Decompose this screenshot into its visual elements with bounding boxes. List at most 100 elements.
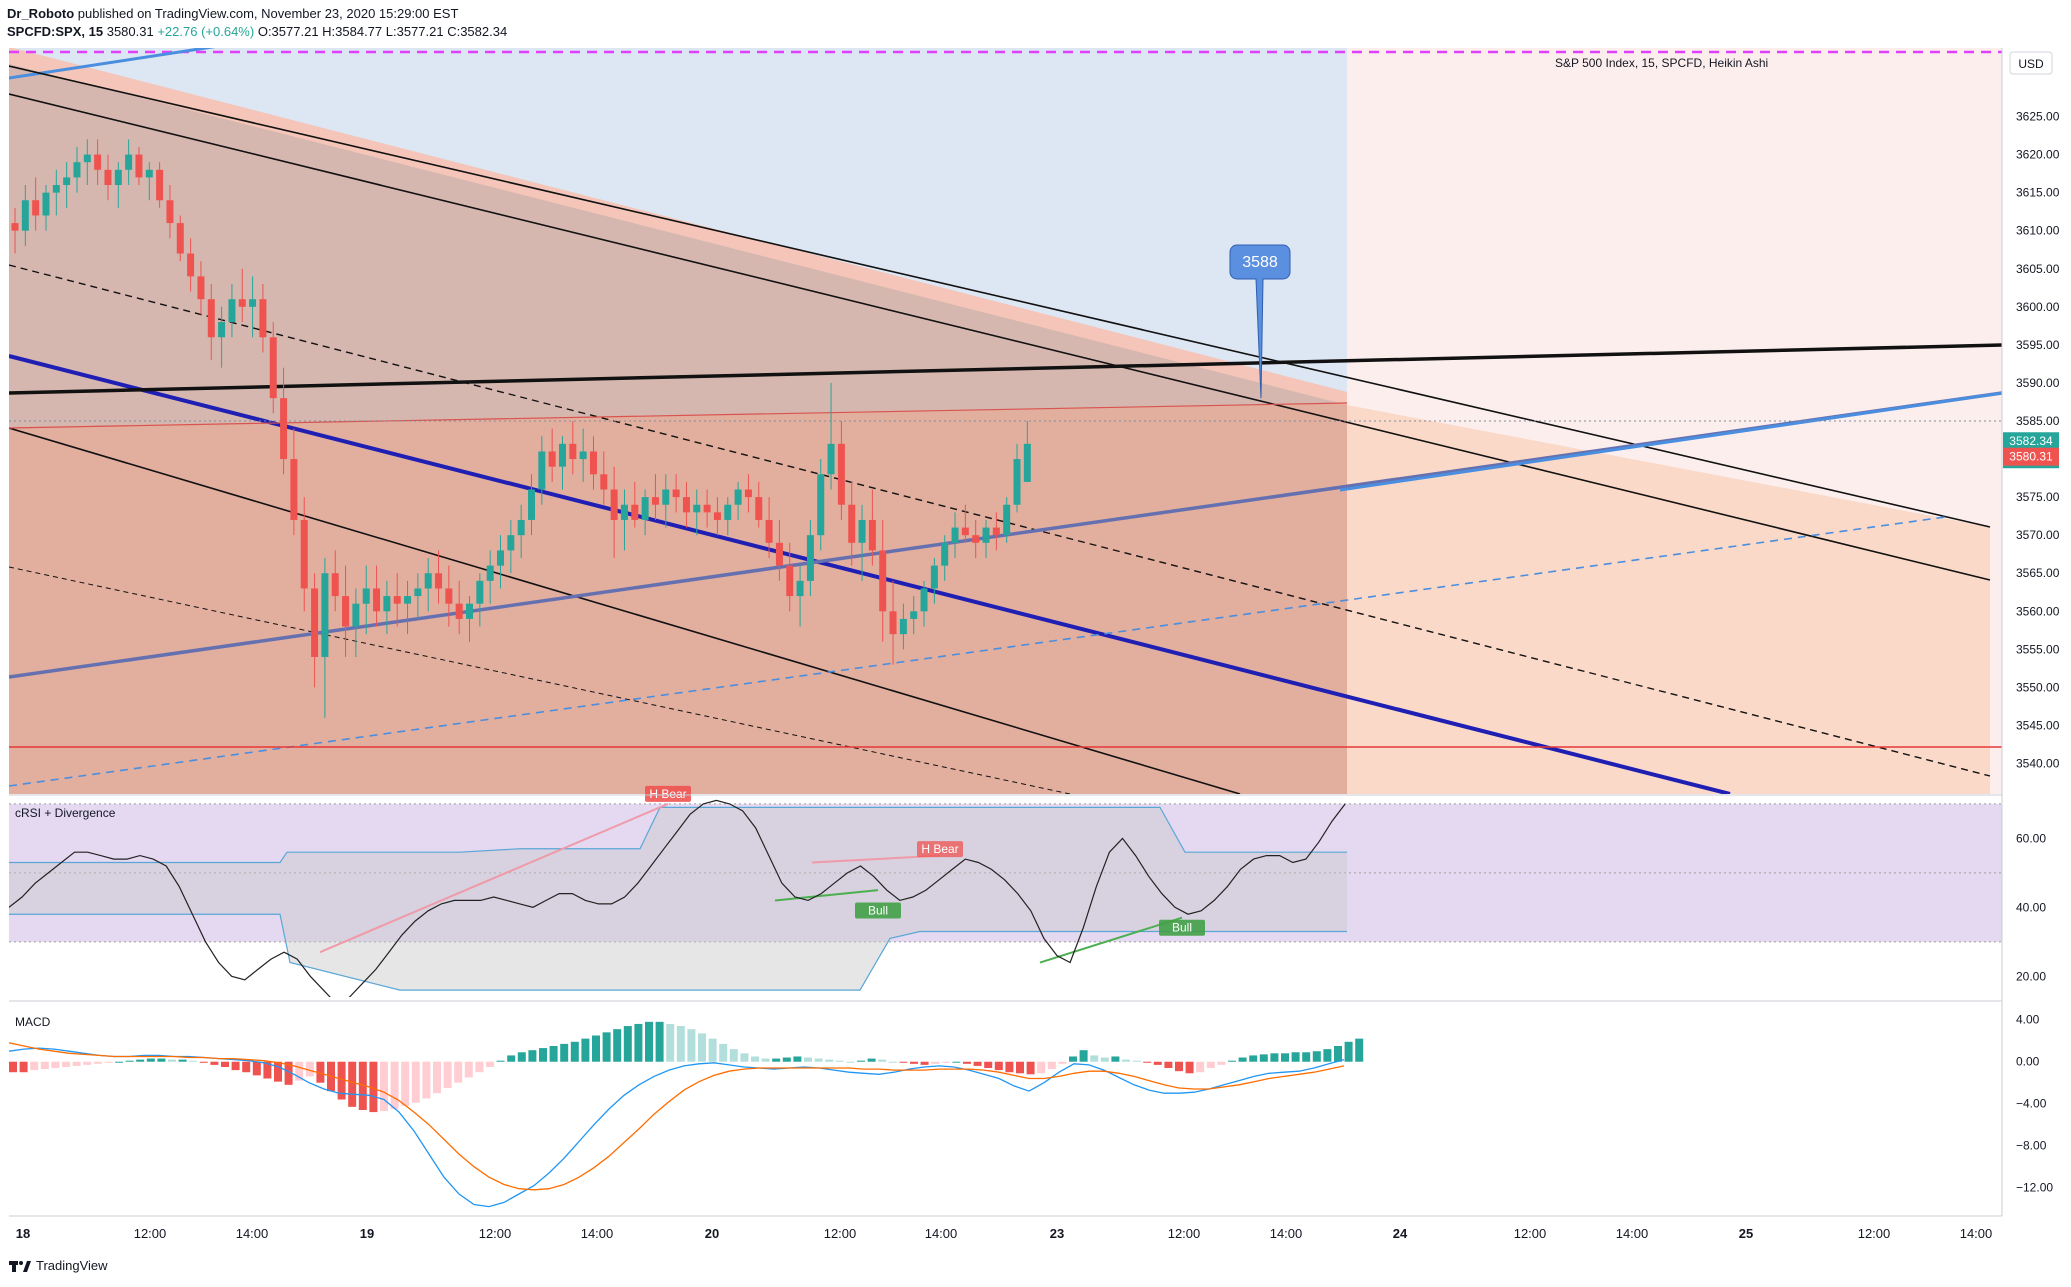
macd-histogram-bar [1100, 1057, 1109, 1062]
candle-body [63, 177, 71, 186]
range-top-red [9, 402, 1348, 429]
divergence-badge [917, 841, 963, 858]
macd-histogram-bar [645, 1021, 653, 1062]
crsi-axis: H Bear H Bear Bull Bull 20.00 40.00 60.00 [645, 785, 2046, 983]
currency-box[interactable] [2009, 51, 2053, 75]
candle-body [156, 169, 164, 201]
macd-histogram-bar [443, 1061, 452, 1088]
candle-body [404, 596, 412, 604]
channel-bottom-line [9, 427, 1241, 794]
crsi-envelope-upper [9, 806, 1347, 864]
macd-histogram-bar [83, 1061, 92, 1065]
price-axis[interactable]: 3540.00 3545.00 3550.00 3555.00 3560.00 3565.… [2003, 110, 2060, 771]
candle-body [899, 618, 907, 635]
time-tick-label: 12:00 [1514, 1226, 1547, 1241]
price-tick-label: 3555.00 [2016, 642, 2060, 656]
macd-histogram-bar [231, 1061, 240, 1071]
candle-body [941, 542, 949, 566]
candle-body [528, 489, 535, 520]
macd-histogram-bar [1164, 1061, 1173, 1069]
macd-histogram-bar [560, 1043, 569, 1062]
candle-body [373, 588, 381, 612]
candle-body [435, 573, 443, 589]
macd-histogram-bar [274, 1061, 282, 1082]
currency-label: USD [2018, 57, 2044, 71]
footer-brand[interactable]: TradingView [9, 1258, 108, 1273]
upper-trend-blue [9, 48, 216, 80]
macd-histogram-bar [9, 1061, 17, 1073]
macd-histogram-bar [570, 1041, 579, 1062]
annotation-callout [1229, 244, 1291, 399]
candle-body [1003, 504, 1011, 536]
macd-tick-label: −4.00 [2016, 1097, 2047, 1111]
candle-body [207, 299, 215, 338]
crsi-tick-label: 20.00 [2016, 969, 2046, 983]
macd-histogram-bar [19, 1061, 28, 1073]
time-tick-label: 25 [1739, 1226, 1753, 1241]
macd-pane [9, 1021, 1364, 1208]
candle-body [796, 580, 804, 597]
candle-body [879, 550, 887, 612]
candle-body [662, 489, 670, 505]
candle-body [125, 154, 133, 170]
candle-body [466, 603, 474, 619]
macd-histogram-bar [422, 1061, 431, 1099]
macd-histogram-bar [941, 1061, 950, 1063]
candle-body [858, 519, 866, 543]
macd-histogram-bar [719, 1043, 728, 1062]
candle-body [362, 588, 370, 604]
divergence-badge [645, 785, 691, 802]
time-axis[interactable]: 18 12:00 14:00 19 12:00 14:00 20 12:00 14:00 23 12… [16, 1226, 1993, 1241]
candle-body [755, 497, 763, 520]
price-tick-label: 3590.00 [2016, 376, 2060, 390]
macd-histogram-bar [729, 1049, 738, 1062]
macd-histogram-bar [1196, 1061, 1205, 1073]
macd-histogram-bar [655, 1021, 664, 1062]
candle-body [579, 451, 587, 460]
macd-tick-label: −12.00 [2016, 1181, 2053, 1195]
candle-body [1013, 459, 1021, 505]
candle-body [104, 169, 112, 186]
macd-histogram-bar [1217, 1061, 1226, 1065]
candle-body [114, 169, 122, 186]
candle-body [94, 154, 102, 170]
candle-body [837, 443, 845, 505]
macd-histogram-bar [496, 1060, 505, 1062]
rising-trend-dashed [9, 516, 1946, 787]
macd-histogram-bar [846, 1061, 855, 1063]
crsi-tick-label: 60.00 [2016, 831, 2046, 845]
macd-histogram-bar [931, 1061, 940, 1064]
candle-body [228, 299, 236, 323]
candle-body [42, 192, 50, 216]
time-tick-label: 14:00 [581, 1226, 614, 1241]
crsi-title: cRSI + Divergence [15, 806, 116, 820]
macd-histogram-bar [539, 1048, 547, 1062]
candle-body [713, 512, 721, 520]
symbol-ohlc: O:3577.21 H:3584.77 L:3577.21 C:3582.34 [257, 24, 508, 39]
macd-histogram-bar [221, 1061, 229, 1067]
macd-histogram-bar [613, 1029, 622, 1062]
macd-histogram-bar [1153, 1061, 1162, 1065]
candle-body [827, 443, 835, 475]
macd-histogram-bar [666, 1023, 675, 1062]
candle-body [620, 504, 628, 520]
candle-body [744, 489, 752, 498]
price-tick-label: 3620.00 [2016, 148, 2060, 162]
candle-body [848, 504, 856, 543]
macd-histogram-bar [814, 1058, 823, 1062]
symbol-price: 3580.31 [106, 24, 154, 39]
crsi-pane [9, 799, 2002, 997]
candle-body [52, 185, 60, 193]
candle-body [517, 519, 525, 536]
macd-axis: 4.00 0.00 −4.00 −8.00 −12.00 [2016, 1013, 2053, 1195]
series-title: S&P 500 Index, 15, SPCFD, Heikin Ashi [1555, 56, 1768, 70]
time-tick-label: 18 [16, 1226, 30, 1241]
macd-histogram-bar [1334, 1045, 1342, 1062]
macd-histogram-bar [1132, 1060, 1141, 1062]
macd-histogram-bar [125, 1060, 134, 1062]
candle-body [11, 223, 19, 231]
macd-histogram-bar [40, 1061, 49, 1070]
macd-histogram-bar [1249, 1055, 1258, 1062]
macd-histogram-bar [772, 1058, 781, 1062]
